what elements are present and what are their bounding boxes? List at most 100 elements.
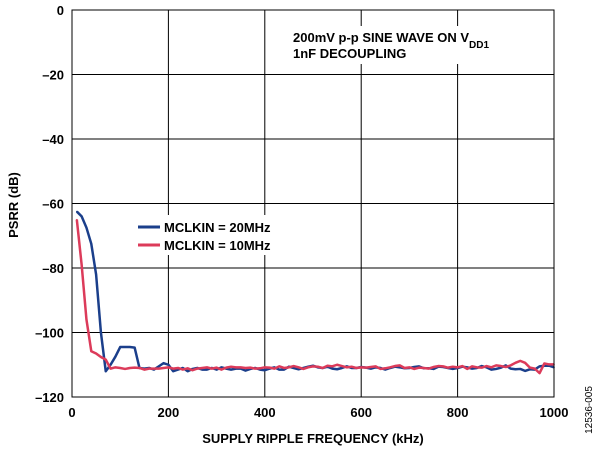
tick-labels: 0 200 400 600 800 1000 0 –20 –40 –60 –80 –100 –120	[35, 3, 568, 420]
data-point	[519, 360, 522, 362]
data-point	[157, 367, 160, 370]
data-point	[264, 366, 266, 369]
data-point	[186, 367, 189, 370]
data-point	[278, 365, 281, 368]
x-tick-label: 800	[447, 405, 469, 420]
data-point	[461, 365, 464, 367]
data-point	[172, 367, 175, 370]
data-point	[254, 367, 256, 370]
data-point	[210, 367, 213, 370]
data-point	[244, 369, 247, 372]
data-point	[543, 362, 546, 365]
data-point	[186, 370, 189, 373]
data-point	[143, 368, 146, 371]
data-point	[206, 368, 208, 371]
data-point	[398, 364, 401, 367]
data-point	[423, 367, 425, 369]
data-point	[533, 367, 536, 370]
data-point	[109, 363, 112, 366]
annotation-line-2: 1nF DECOUPLING	[293, 46, 406, 61]
data-point	[471, 365, 473, 368]
data-point	[476, 366, 478, 369]
data-point	[133, 346, 136, 349]
data-point	[365, 366, 367, 369]
data-point	[524, 370, 526, 372]
grid-lines	[72, 10, 554, 397]
figure-id: 12536-005	[584, 386, 595, 434]
data-point	[177, 367, 179, 369]
data-point	[133, 366, 136, 369]
data-point	[259, 367, 261, 370]
data-point	[249, 366, 252, 369]
data-point	[167, 366, 170, 369]
data-point	[451, 365, 454, 368]
data-point	[413, 368, 416, 370]
data-point	[283, 367, 285, 369]
data-point	[95, 273, 97, 276]
data-point	[119, 367, 121, 369]
data-point	[495, 364, 497, 367]
data-point	[427, 367, 430, 370]
data-point	[480, 366, 483, 369]
plot-frame	[71, 9, 555, 398]
x-tick-label: 400	[254, 405, 276, 420]
data-point	[162, 362, 165, 364]
data-point	[370, 366, 372, 368]
data-point	[104, 370, 107, 373]
data-point	[172, 370, 175, 373]
data-point	[182, 368, 184, 371]
data-point	[90, 350, 93, 353]
data-point	[114, 355, 117, 358]
annotation-background	[288, 26, 550, 64]
data-point	[471, 367, 473, 370]
data-point	[418, 366, 420, 369]
data-point	[220, 368, 223, 371]
data-point	[514, 362, 517, 364]
data-point	[283, 368, 285, 371]
data-point	[95, 352, 97, 355]
x-axis-label: SUPPLY RIPPLE FREQUENCY (kHz)	[202, 431, 424, 446]
data-point	[321, 367, 324, 369]
data-point	[350, 365, 353, 368]
data-point	[524, 362, 526, 364]
data-point	[191, 369, 194, 372]
data-point	[230, 365, 232, 368]
data-point	[215, 368, 218, 371]
data-point	[129, 367, 131, 369]
data-point	[109, 367, 112, 370]
data-point	[80, 215, 83, 218]
data-point	[90, 243, 93, 245]
data-point	[505, 366, 507, 368]
data-point	[538, 365, 541, 368]
data-point	[297, 368, 300, 371]
data-point	[538, 372, 541, 374]
data-point	[442, 365, 444, 368]
y-tick-label: –40	[42, 132, 64, 147]
data-point	[514, 368, 517, 371]
data-point	[341, 367, 343, 369]
data-point	[519, 368, 522, 370]
data-point	[167, 363, 170, 366]
data-point	[548, 363, 550, 366]
data-point	[278, 368, 281, 371]
data-point	[307, 366, 309, 369]
data-point	[138, 367, 141, 369]
data-point	[500, 365, 502, 367]
data-point	[76, 218, 78, 221]
legend-label-20mhz: MCLKIN = 20MHz	[164, 220, 271, 235]
data-point	[292, 367, 295, 369]
data-point	[432, 368, 435, 370]
data-point	[100, 331, 102, 334]
data-point	[384, 367, 387, 370]
data-point	[432, 366, 435, 368]
data-point	[451, 368, 454, 370]
annotation-line-1-main: 200mV p-p SINE WAVE ON V	[293, 30, 469, 45]
legend: MCLKIN = 20MHz MCLKIN = 10MHz	[134, 215, 294, 255]
data-point	[206, 366, 208, 369]
data-point	[466, 368, 469, 370]
data-point	[85, 318, 88, 321]
data-point	[220, 366, 223, 369]
data-point	[509, 364, 512, 367]
x-tick-label: 0	[68, 405, 75, 420]
data-point	[312, 365, 314, 368]
